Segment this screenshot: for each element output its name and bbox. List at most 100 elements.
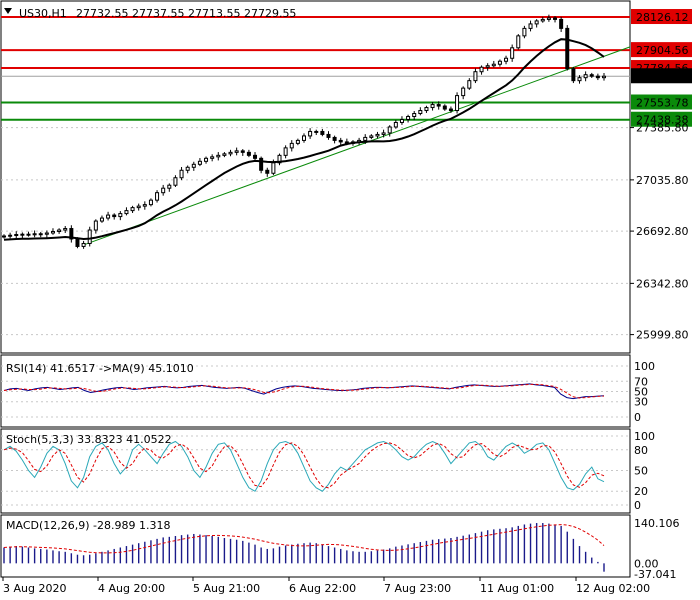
price-tick-label: 27729.55 — [636, 70, 689, 83]
price-tick-label: 27438.38 — [636, 114, 689, 127]
candle-body — [326, 133, 331, 138]
candle-body — [277, 154, 282, 164]
candle-body — [124, 210, 129, 215]
indicator-tick-label: 0 — [634, 411, 641, 424]
candle-body — [283, 147, 288, 156]
candle-body — [44, 232, 49, 235]
candle-body — [240, 150, 245, 153]
candle-body — [553, 17, 558, 20]
candle-body — [418, 110, 423, 115]
symbol-label: US30,H1 — [19, 7, 67, 20]
macd-tick-label: -37.041 — [634, 568, 676, 581]
rsi-label: RSI(14) 41.6517 ->MA(9) 45.1010 — [6, 362, 194, 375]
candle-body — [430, 104, 435, 109]
indicator-tick-label: 50 — [634, 465, 648, 478]
price-badge — [631, 9, 692, 25]
candle-body — [14, 234, 19, 237]
time-tick-label: 5 Aug 21:00 — [193, 582, 260, 595]
candle-body — [363, 136, 368, 141]
candle-body — [50, 231, 55, 234]
macd-panel-frame — [0, 514, 631, 578]
price-tick-label: 26342.80 — [636, 277, 689, 290]
indicator-tick-label: 20 — [634, 485, 648, 498]
candle-body — [167, 184, 172, 189]
candle-body — [136, 205, 141, 209]
macd-tick-label: 140.106 — [634, 517, 680, 530]
stoch-panel-frame — [0, 428, 631, 514]
candle-body — [577, 77, 582, 82]
candle-body — [338, 139, 343, 143]
indicator-line-main — [3, 440, 605, 492]
candle-body — [130, 207, 135, 212]
candle-body — [295, 139, 300, 144]
candle-body — [222, 153, 227, 156]
price-badge — [631, 42, 692, 58]
candle-body — [583, 74, 588, 79]
candle-body — [26, 233, 31, 236]
candle-body — [412, 113, 417, 118]
candle-body — [595, 75, 600, 79]
candle-body — [210, 156, 215, 159]
collapse-triangle-icon[interactable] — [4, 8, 12, 14]
candle-body — [75, 238, 80, 247]
candle-body — [546, 17, 551, 20]
indicator-line-signal — [3, 383, 605, 399]
candle-body — [81, 242, 86, 247]
candle-body — [473, 71, 478, 82]
candle-body — [161, 187, 166, 194]
candle-body — [491, 63, 496, 67]
candle-body — [448, 108, 453, 112]
candle-body — [399, 118, 404, 123]
candle-body — [69, 228, 74, 240]
candle-body — [99, 217, 104, 222]
candle-body — [479, 66, 484, 73]
trendline-line — [83, 46, 631, 246]
candle-body — [516, 35, 521, 49]
candle-body — [20, 233, 25, 236]
candle-body — [173, 177, 178, 186]
price-badge — [631, 111, 692, 127]
time-tick-label: 11 Aug 01:00 — [480, 582, 554, 595]
candle-body — [93, 220, 98, 231]
indicator-tick-label: 30 — [634, 396, 648, 409]
candle-body — [2, 235, 6, 238]
candle-body — [142, 204, 147, 207]
indicator-tick-label: 100 — [634, 430, 655, 443]
price-tick-label: 25999.80 — [636, 329, 689, 342]
time-axis: 3 Aug 2020 4 Aug 20:00 5 Aug 21:00 6 Aug 22… — [2, 577, 650, 595]
price-tick-label: 27385.80 — [636, 122, 689, 135]
candle-body — [571, 68, 576, 82]
candle-body — [87, 229, 92, 244]
candle-body — [424, 107, 429, 112]
candle-body — [63, 228, 68, 231]
candle-body — [565, 27, 570, 70]
candle-body — [185, 166, 190, 171]
time-tick-label: 12 Aug 02:00 — [576, 582, 650, 595]
price-badge — [631, 68, 692, 84]
candle-body — [228, 151, 233, 155]
candle-body — [528, 23, 533, 29]
horizontal-levels — [1, 16, 630, 121]
indicator-tick-label: 70 — [634, 375, 648, 388]
candle-body — [155, 192, 160, 201]
macd-label: MACD(12,26,9) -28.989 1.318 — [6, 519, 170, 532]
macd-plot: 140.106 0.00-37.041 — [3, 517, 680, 581]
candle-body — [485, 65, 490, 68]
candle-body — [387, 126, 392, 134]
candle-body — [455, 95, 460, 112]
candle-body — [461, 87, 466, 97]
candle-body — [38, 233, 43, 236]
indicator-line-signal — [3, 442, 605, 489]
time-tick-label: 6 Aug 22:00 — [289, 582, 356, 595]
candle-body — [271, 162, 276, 174]
candle-body — [559, 18, 564, 29]
candle-body — [602, 75, 606, 79]
price-tick-label: 27904.56 — [636, 44, 689, 57]
candle-body — [253, 154, 258, 159]
price-axis: 28126.1227904.5627784.5627729.5527553.78… — [630, 9, 692, 342]
main-panel-frame — [0, 0, 631, 354]
candle-body — [246, 151, 251, 156]
indicator-tick-label: 0 — [634, 499, 641, 512]
indicator-tick-label: 50 — [634, 386, 648, 399]
